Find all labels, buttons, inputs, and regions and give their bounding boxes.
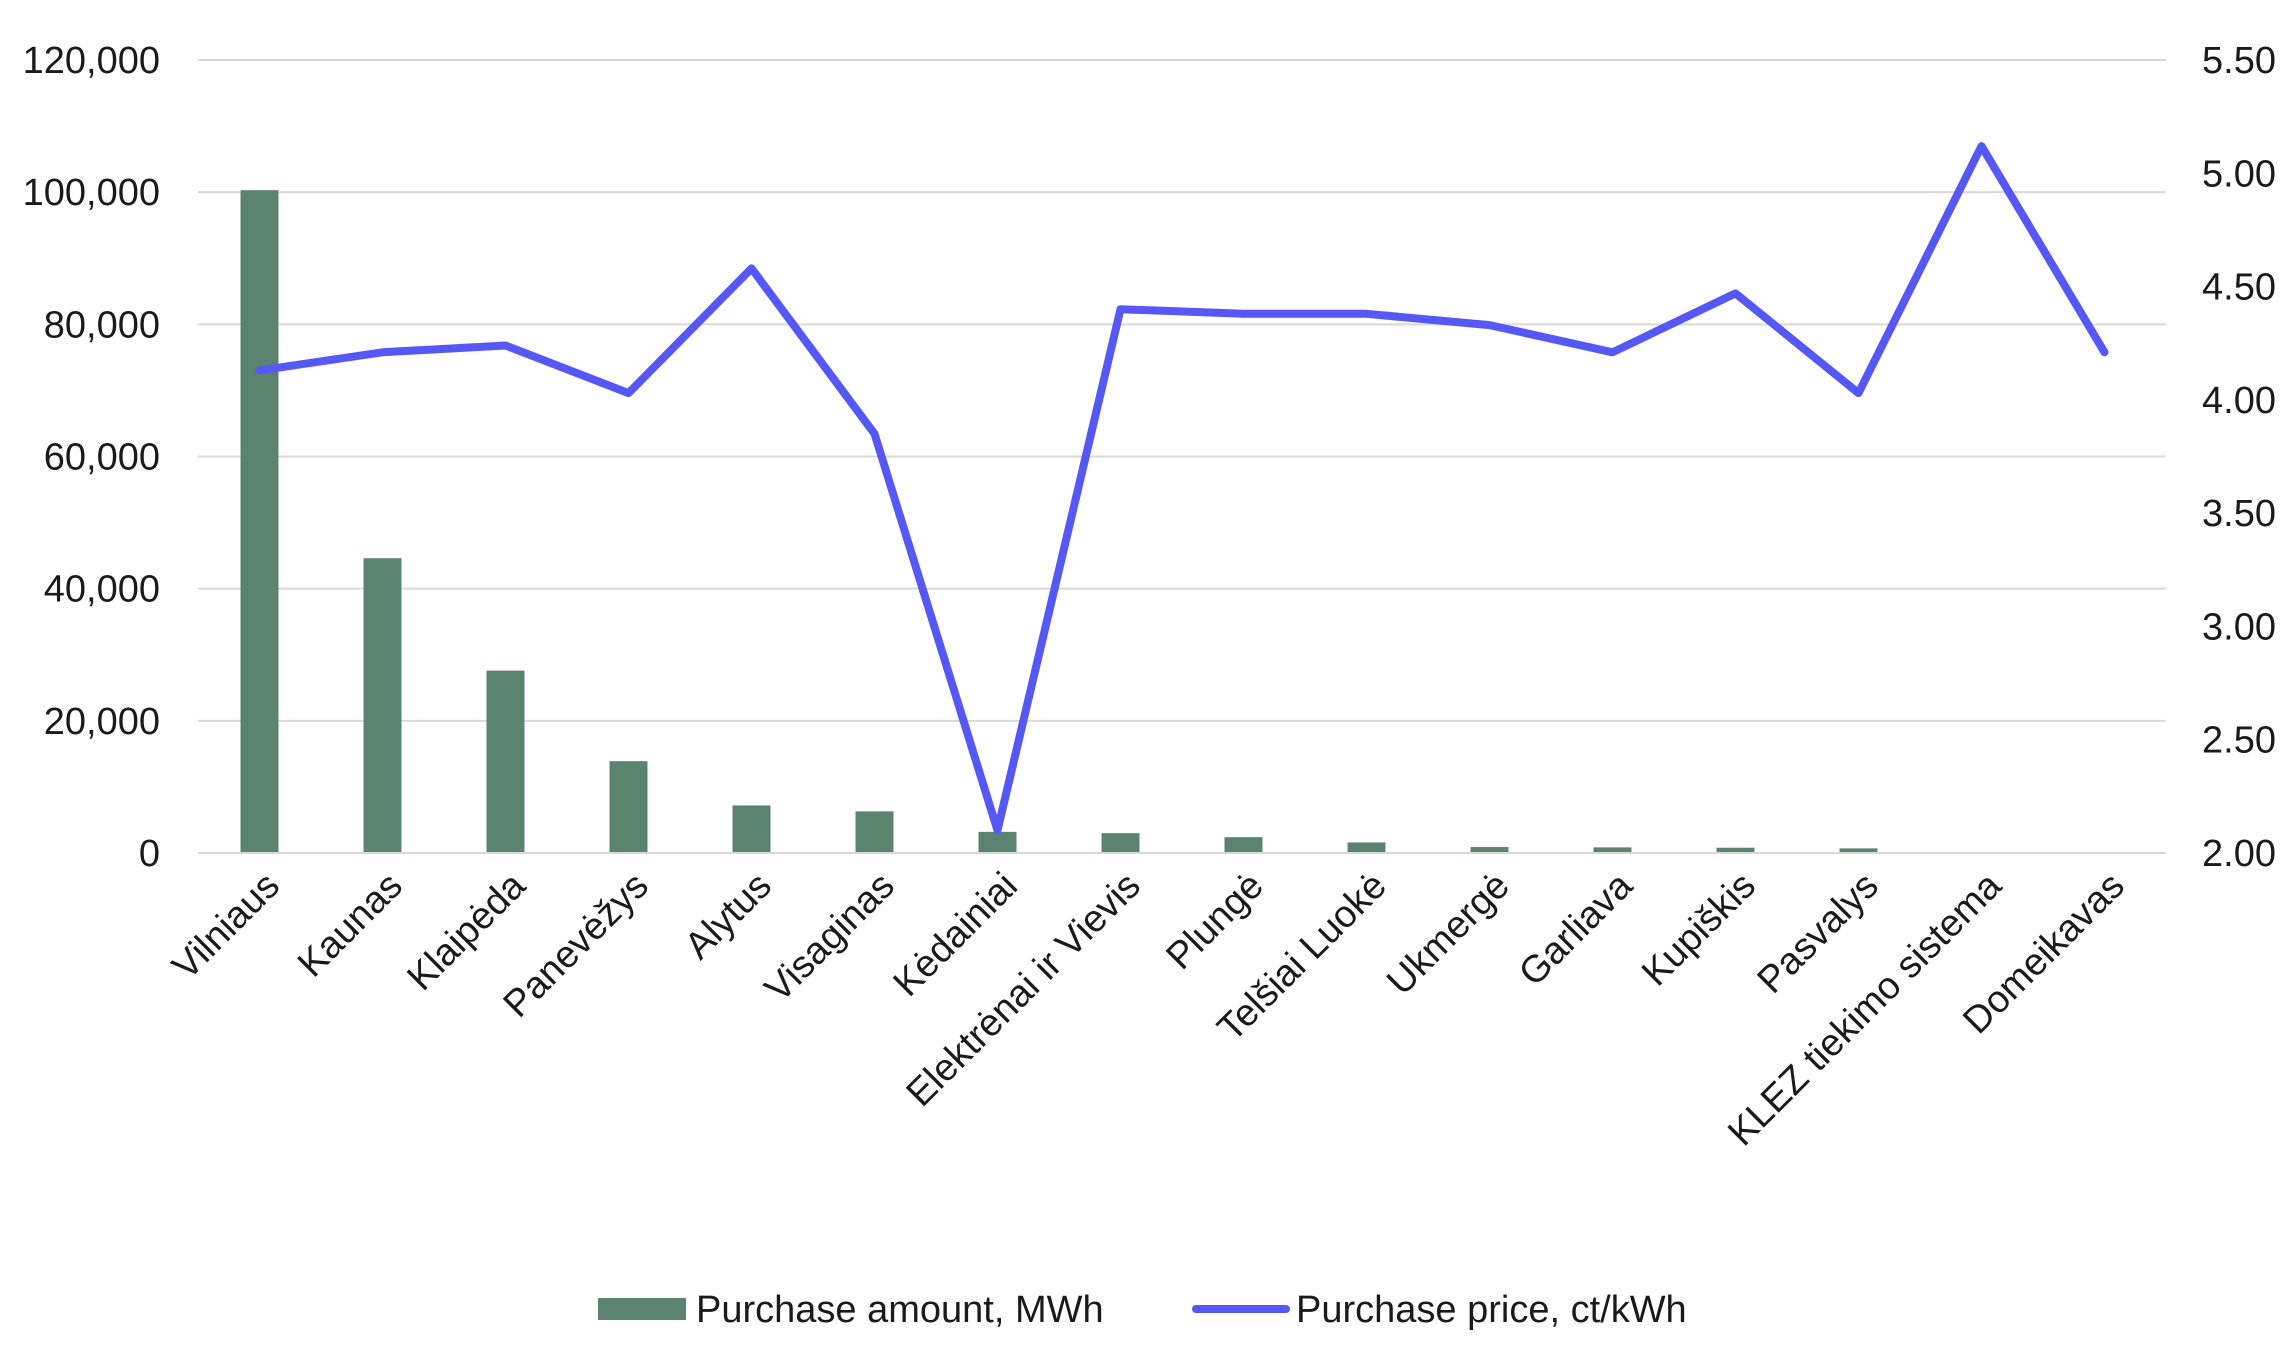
bar [1101, 833, 1140, 853]
bar-series [240, 190, 1878, 853]
category-label: Kupiškis [1634, 865, 1764, 995]
category-label: Plungė [1158, 865, 1271, 978]
right-tick-label: 3.50 [2202, 493, 2276, 535]
category-label: Visaginas [757, 865, 903, 1011]
legend-label-line: Purchase price, ct/kWh [1296, 1289, 1687, 1331]
category-label: Vilniaus [165, 865, 288, 988]
left-tick-label: 0 [139, 833, 160, 875]
right-tick-label: 4.50 [2202, 267, 2276, 309]
bar [1224, 837, 1263, 853]
category-label: Alytus [677, 865, 780, 968]
legend: Purchase amount, MWh Purchase price, ct/… [598, 1289, 1687, 1331]
left-tick-label: 80,000 [44, 304, 160, 346]
right-tick-label: 3.00 [2202, 606, 2276, 648]
bar [1839, 848, 1878, 853]
bar [732, 805, 771, 853]
left-tick-label: 60,000 [44, 437, 160, 479]
bar [1716, 847, 1755, 853]
left-tick-label: 120,000 [23, 40, 160, 82]
left-tick-label: 20,000 [44, 701, 160, 743]
right-tick-label: 2.50 [2202, 720, 2276, 762]
bar [1470, 847, 1509, 853]
bar [240, 190, 279, 853]
bar [855, 811, 894, 853]
category-label: Garliava [1511, 864, 1641, 994]
right-tick-label: 5.50 [2202, 40, 2276, 82]
category-label: Ukmergė [1379, 865, 1518, 1004]
category-label: Elektrėnai ir Vievis [899, 865, 1149, 1115]
category-label: Kaunas [290, 865, 411, 986]
right-tick-label: 4.00 [2202, 380, 2276, 422]
price-line [255, 142, 2109, 835]
bar [978, 831, 1017, 853]
left-tick-label: 40,000 [44, 569, 160, 611]
left-tick-label: 100,000 [23, 172, 160, 214]
bar [609, 761, 648, 853]
right-tick-label: 5.00 [2202, 153, 2276, 195]
gridlines [198, 59, 2166, 722]
right-tick-label: 2.00 [2202, 833, 2276, 875]
bar [1347, 842, 1386, 853]
left-axis-ticks: 0 20,000 40,000 60,000 80,000 100,000 120,000 [23, 40, 160, 875]
legend-label-bar: Purchase amount, MWh [696, 1289, 1104, 1331]
line-series [255, 142, 2109, 835]
right-axis-ticks: 2.00 2.50 3.00 3.50 4.00 4.50 5.00 5.50 [2202, 40, 2276, 875]
bar [363, 558, 402, 853]
bar [486, 670, 525, 853]
bar [1593, 847, 1632, 853]
legend-swatch-bar [598, 1298, 686, 1320]
